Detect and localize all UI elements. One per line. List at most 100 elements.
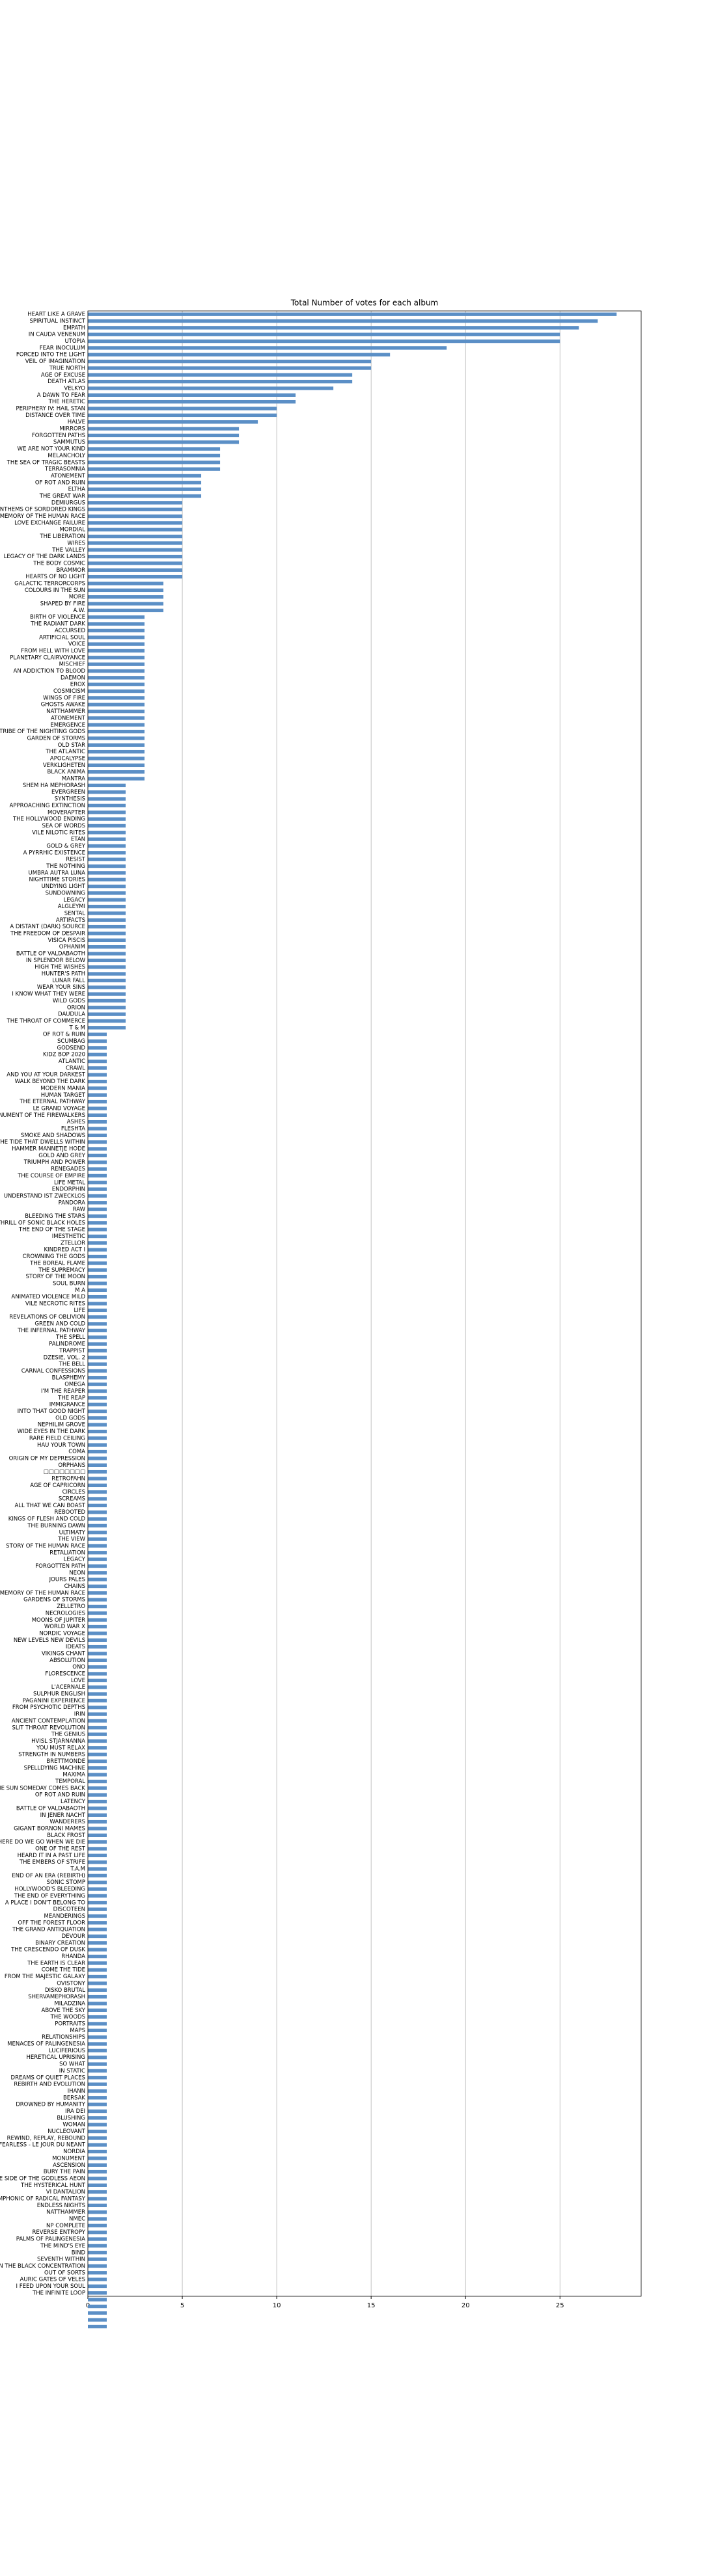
y-tick-label: RETROFAHN <box>51 1475 85 1482</box>
y-tick-label: HOLLYWOOD'S BLEEDING <box>14 1886 85 1893</box>
y-tick-label: GARDENS OF STORMS <box>23 1597 85 1603</box>
y-tick-label: SYMPHONIC OF RADICAL FANTASY <box>0 2195 86 2202</box>
y-tick-label: PAGANINI EXPERIENCE <box>23 1698 85 1704</box>
y-tick-label: COLOURS IN THE SUN <box>25 587 85 594</box>
bar <box>88 1107 107 1110</box>
y-tick-label: ANCIENT CONTEMPLATION <box>12 1718 85 1724</box>
bar <box>88 1806 107 1810</box>
bar <box>88 904 126 909</box>
bar <box>88 379 353 384</box>
bar <box>88 2277 107 2281</box>
bar <box>88 1752 107 1756</box>
y-tick-label: VILE NECROTIC RITES <box>25 1301 85 1308</box>
bar <box>88 1315 107 1319</box>
bar <box>88 501 183 505</box>
bar <box>88 1416 107 1420</box>
y-tick-label: MIRRORS <box>59 426 85 433</box>
y-tick-label: APPROACHING EXTINCTION <box>10 803 85 809</box>
bar <box>88 952 126 956</box>
bar <box>88 918 126 922</box>
y-tick-label: LE GRAND VOYAGE <box>33 1105 85 1112</box>
bar <box>88 1127 107 1131</box>
y-tick-label: EVERGREEN <box>51 789 85 796</box>
bar <box>88 1799 107 1804</box>
bar <box>88 1746 107 1750</box>
bar <box>88 1099 107 1104</box>
y-tick-label: AND YOU AT YOUR DARKEST <box>7 1072 86 1079</box>
x-tick-label: 25 <box>556 2302 564 2309</box>
y-tick-label: SPIRITUAL INSTINCT <box>29 318 85 325</box>
bar <box>88 1456 107 1460</box>
bar <box>88 2197 107 2201</box>
bar <box>88 2015 107 2019</box>
y-tick-label: MEMORY OF THE HUMAN RACE <box>0 1590 85 1596</box>
y-tick-label: L'ACERNALE <box>51 1684 85 1691</box>
y-tick-label: VI DANTALION <box>46 2189 85 2195</box>
bar <box>88 1860 107 1864</box>
y-tick-label: DISKO BRUTAL <box>45 1987 85 1994</box>
bar <box>88 1181 107 1185</box>
y-tick-label: STORY OF THE HUMAN RACE <box>6 1543 85 1550</box>
bar <box>88 1779 107 1784</box>
y-tick-label: A DISTANT (DARK) SOURCE <box>10 924 85 930</box>
y-tick-label: ARTIFACTS <box>56 917 85 924</box>
y-tick-label: OUT OF SORTS <box>44 2270 85 2276</box>
y-tick-label: LEGACY OF THE DARK LANDS <box>4 554 85 560</box>
bar <box>88 999 126 1003</box>
bar <box>88 851 126 855</box>
bar <box>88 2318 107 2322</box>
y-tick-label: MONUMENT OF THE FIREWALKERS <box>0 1112 85 1119</box>
y-tick-label: WIRES <box>67 540 85 546</box>
bar <box>88 1221 107 1225</box>
y-tick-label: GARDEN OF STORMS <box>27 735 85 742</box>
bar <box>88 2223 107 2228</box>
bar <box>88 1248 107 1252</box>
y-tick-label: HALVE <box>68 419 85 425</box>
y-tick-label: DAUDULA <box>58 1012 85 1018</box>
bar <box>88 1133 107 1138</box>
y-tick-label: GOLD AND GREY <box>38 1153 86 1159</box>
y-tick-label: DEMIURGUS <box>51 500 85 506</box>
bar <box>88 373 353 377</box>
y-tick-label: SAMMUTUS <box>53 439 85 446</box>
y-tick-label: RESIST <box>66 857 86 863</box>
bar <box>88 1254 107 1259</box>
y-tick-label: LIFE <box>74 1308 85 1314</box>
bar <box>88 2089 107 2093</box>
y-tick-label: MANTRA <box>62 776 85 783</box>
bar <box>88 1497 107 1501</box>
bar <box>88 2190 107 2194</box>
bar <box>88 1053 107 1056</box>
y-tick-label: HEART LIKE A GRAVE <box>27 312 85 318</box>
y-tick-label: THE BOREAL FLAME <box>29 1260 85 1267</box>
bar <box>88 1726 107 1730</box>
y-tick-label: THE SUN SOMEDAY COMES BACK <box>0 1785 85 1791</box>
y-tick-label: UNDYING LIGHT <box>42 883 86 890</box>
bar <box>88 1786 107 1790</box>
y-tick-label: THE CRESCENDO OF DUSK <box>10 1947 85 1953</box>
y-tick-label: OPHANIM <box>59 944 85 950</box>
bar <box>88 1396 107 1400</box>
bar <box>88 1469 107 1474</box>
bar <box>88 992 126 996</box>
y-tick-label: RHANDA <box>61 1953 85 1960</box>
y-tick-label: THE MIND'S EYE <box>40 2243 85 2249</box>
y-tick-label: ATONEMENT <box>51 473 86 479</box>
bar <box>88 1954 107 1959</box>
bar <box>88 878 126 881</box>
bar <box>88 2210 107 2214</box>
y-tick-label: A DAWN TO FEAR <box>37 392 85 399</box>
bar <box>88 2311 107 2315</box>
bar <box>88 393 296 397</box>
y-tick-label: WE ARE NOT YOUR KIND <box>18 446 86 453</box>
bar <box>88 433 240 438</box>
bar <box>88 1167 107 1171</box>
bar <box>88 636 145 639</box>
bar <box>88 1113 107 1118</box>
bar <box>88 1376 107 1380</box>
y-tick-label: IN JENER NACHT <box>40 1812 86 1819</box>
bar <box>88 1436 107 1440</box>
y-tick-label: AGE OF CAPRICORN <box>30 1483 85 1489</box>
bar <box>88 628 145 633</box>
bar <box>88 1867 107 1871</box>
